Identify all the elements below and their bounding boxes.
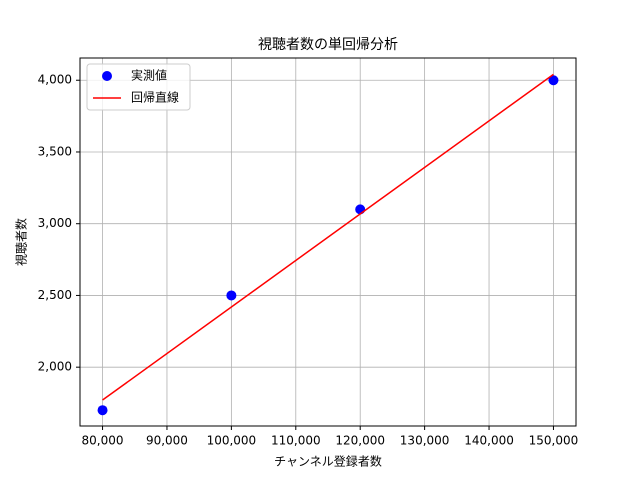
line	[102, 73, 554, 401]
legend-label: 実測値	[131, 68, 167, 83]
x-tick-label: 110,000	[271, 434, 321, 448]
x-tick-label: 140,000	[464, 434, 514, 448]
y-tick-label: 2,000	[38, 360, 72, 374]
point	[226, 290, 237, 301]
point	[97, 405, 108, 416]
chart-title: 視聴者数の単回帰分析	[258, 36, 398, 53]
x-tick-label: 120,000	[335, 434, 385, 448]
legend-label: 回帰直線	[131, 90, 179, 105]
y-tick-label: 3,000	[38, 216, 72, 230]
plot-frame	[79, 57, 577, 427]
x-tick-label: 100,000	[207, 434, 257, 448]
x-tick-label: 130,000	[400, 434, 450, 448]
legend-marker	[102, 71, 112, 81]
point	[355, 204, 366, 215]
x-tick-label: 90,000	[146, 434, 188, 448]
y-tick-label: 3,500	[38, 144, 72, 158]
y-tick-label: 4,000	[38, 73, 72, 87]
x-axis-label: チャンネル登録者数	[274, 454, 382, 469]
x-tick-label: 80,000	[82, 434, 124, 448]
point	[548, 75, 559, 86]
y-tick-label: 2,500	[38, 288, 72, 302]
y-axis-label: 視聴者数	[14, 218, 29, 266]
x-tick-label: 150,000	[529, 434, 579, 448]
